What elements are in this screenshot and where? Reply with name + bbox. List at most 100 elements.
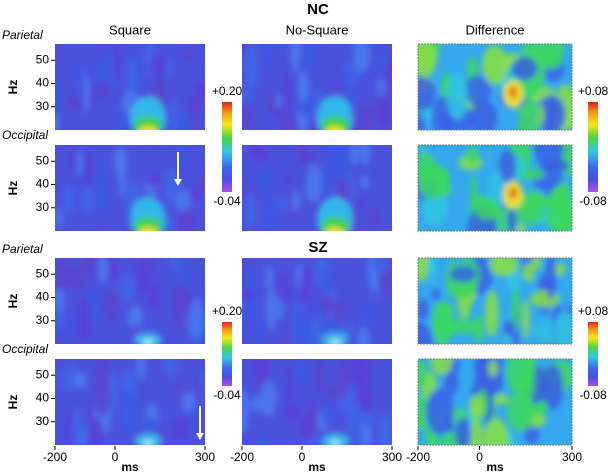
- heatmap-blob: [444, 368, 459, 396]
- heatmap-blob: [89, 289, 101, 327]
- heatmap-blob: [293, 359, 312, 385]
- group-title: NC: [307, 1, 329, 18]
- heatmap-blob: [284, 404, 299, 420]
- heatmap: [55, 258, 205, 344]
- heatmap-blob: [265, 264, 273, 290]
- heatmap-blob: [112, 44, 120, 82]
- heatmap-blob: [148, 285, 161, 310]
- heatmap-blob: [81, 185, 95, 214]
- heatmap-blob: [339, 323, 354, 337]
- heatmap-blob: [70, 264, 87, 292]
- heatmap-blob: [487, 359, 499, 378]
- heatmap-blob: [418, 298, 429, 320]
- y-tick-label: 30: [36, 313, 50, 327]
- heatmap-blob: [119, 273, 134, 304]
- heatmap-blob: [197, 170, 205, 202]
- heatmap-blob: [372, 258, 389, 276]
- heatmap-blob: [327, 387, 339, 401]
- heatmap-blob: [142, 440, 154, 445]
- heatmap-blob: [282, 71, 292, 110]
- colorbar-label: +0.20: [212, 84, 243, 98]
- arrow-head: [196, 433, 204, 440]
- heatmap-blob: [66, 96, 83, 110]
- heatmap-texture: [242, 145, 380, 231]
- heatmap-blob: [418, 111, 426, 130]
- heatmap-blob: [262, 44, 273, 69]
- heatmap-blob: [359, 411, 376, 426]
- heatmap-blob: [97, 258, 109, 284]
- heatmap-blob: [299, 415, 317, 442]
- heatmap-blob: [430, 359, 453, 376]
- heatmap-blob: [469, 417, 484, 445]
- y-axis-label: Hz: [6, 294, 20, 309]
- heatmap-blob: [70, 145, 78, 173]
- colorbar: [588, 322, 598, 386]
- heatmap-blob: [143, 417, 159, 438]
- heatmap-texture: [418, 258, 572, 344]
- heatmap-blob: [472, 316, 485, 343]
- heatmap-blob: [84, 148, 93, 189]
- heatmap-blob: [511, 287, 520, 333]
- arrow-head: [174, 179, 182, 186]
- column-header: Square: [109, 22, 151, 37]
- heatmap-blob: [83, 72, 90, 113]
- colorbar-label: +0.08: [578, 84, 608, 98]
- heatmap-blob: [449, 265, 476, 283]
- heatmap-blob: [145, 172, 160, 187]
- heatmap-blob: [175, 109, 193, 130]
- heatmap-blob: [353, 44, 371, 74]
- heatmap-blob: [483, 418, 509, 445]
- heatmap-blob: [242, 288, 255, 302]
- y-tick-label: 30: [36, 414, 50, 428]
- heatmap-blob: [332, 300, 346, 323]
- heatmap-blob: [309, 316, 324, 344]
- heatmap-blob: [332, 145, 351, 183]
- heatmap-blob: [260, 380, 277, 417]
- heatmap-blob: [530, 290, 561, 308]
- heatmap: [418, 145, 572, 231]
- x-tick-label: -200: [43, 450, 67, 464]
- x-tick-label: 0: [112, 450, 119, 464]
- heatmap-blob: [243, 44, 260, 88]
- heatmap-blob: [488, 258, 519, 277]
- heatmap-blob: [183, 205, 196, 231]
- heatmap-blob: [121, 390, 138, 436]
- heatmap-blob: [103, 290, 119, 321]
- heatmap-blob: [265, 286, 277, 331]
- x-tick-label: -200: [230, 450, 254, 464]
- heatmap-texture: [55, 258, 205, 344]
- heatmap-blob: [326, 126, 344, 130]
- heatmap: [55, 145, 205, 231]
- colorbar: [222, 102, 232, 192]
- heatmap-blob: [428, 258, 436, 285]
- heatmap-blob: [509, 187, 517, 199]
- panel-frame: [417, 257, 573, 345]
- heatmap-blob: [320, 406, 337, 425]
- heatmap-blob: [158, 78, 166, 95]
- heatmap-blob: [470, 175, 477, 208]
- heatmap-blob: [545, 206, 572, 231]
- heatmap-blob: [193, 81, 205, 104]
- heatmap-blob: [336, 359, 350, 400]
- heatmap: [55, 359, 205, 445]
- heatmap-blob: [310, 116, 318, 130]
- heatmap-blob: [431, 288, 440, 301]
- heatmap-blob: [536, 105, 545, 126]
- heatmap-blob: [418, 44, 437, 79]
- heatmap-blob: [321, 433, 349, 445]
- heatmap: [242, 145, 392, 231]
- heatmap-texture: [418, 44, 572, 130]
- heatmap-blob: [242, 388, 249, 434]
- column-header: Difference: [465, 22, 524, 37]
- heatmap-blob: [55, 113, 60, 130]
- heatmap-blob: [377, 77, 385, 98]
- heatmap-blob: [174, 258, 193, 285]
- heatmap-blob: [87, 82, 98, 107]
- y-tick-label: 50: [36, 266, 50, 280]
- x-tick-label: -200: [406, 450, 430, 464]
- y-tick-label: 40: [36, 177, 50, 191]
- heatmap-texture: [242, 258, 392, 344]
- heatmap-blob: [297, 70, 310, 103]
- heatmap-blob: [290, 44, 301, 73]
- heatmap-blob: [329, 440, 341, 445]
